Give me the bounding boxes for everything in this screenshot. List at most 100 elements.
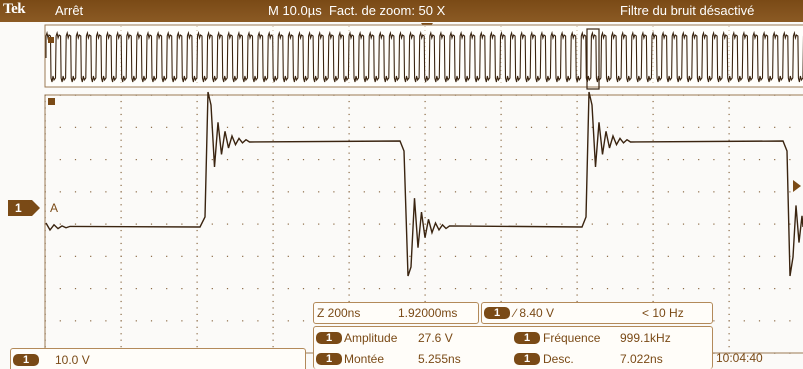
graticule-dot bbox=[394, 288, 396, 290]
graticule-dot bbox=[120, 236, 122, 238]
graticule-dot bbox=[272, 113, 274, 116]
graticule-dot bbox=[728, 113, 730, 116]
graticule-dot bbox=[485, 126, 487, 128]
graticule-dot bbox=[500, 255, 502, 257]
graticule-dot bbox=[500, 229, 502, 232]
graticule-dot bbox=[439, 288, 441, 290]
graticule-dot bbox=[682, 159, 685, 161]
graticule-dot bbox=[120, 178, 122, 180]
graticule-dot bbox=[637, 159, 639, 161]
graticule-dot bbox=[166, 159, 168, 161]
graticule-dot bbox=[348, 236, 350, 238]
graticule-dot bbox=[74, 255, 77, 257]
graticule-dot bbox=[652, 300, 654, 303]
graticule-dot bbox=[774, 223, 776, 225]
graticule-dot bbox=[135, 288, 137, 290]
graticule-dot bbox=[561, 94, 563, 96]
graticule-dot bbox=[606, 94, 609, 96]
graticule-dot bbox=[500, 139, 502, 141]
graticule-dot bbox=[120, 300, 122, 303]
graticule-dot bbox=[713, 191, 715, 193]
graticule-dot bbox=[272, 300, 274, 303]
graticule-dot bbox=[576, 229, 578, 232]
graticule-dot bbox=[44, 249, 46, 251]
brand-logo: Tek bbox=[3, 1, 26, 17]
graticule-dot bbox=[515, 191, 517, 193]
fall-time-value: 7.022ns bbox=[620, 352, 663, 366]
graticule-dot bbox=[120, 288, 122, 290]
graticule-dot bbox=[652, 113, 654, 116]
graticule-dot bbox=[44, 133, 46, 135]
graticule-dot bbox=[135, 191, 137, 193]
graticule-dot bbox=[272, 249, 274, 251]
graticule-dot bbox=[272, 307, 274, 309]
graticule-dot bbox=[211, 191, 213, 193]
graticule-dot bbox=[728, 107, 730, 109]
graticule-dot bbox=[348, 171, 350, 174]
graticule-dot bbox=[44, 255, 46, 257]
graticule-dot bbox=[652, 275, 654, 277]
graticule-dot bbox=[196, 146, 198, 148]
status-bar: Tek Arrêt M 10.0µs Fact. de zoom: 50 X F… bbox=[0, 0, 803, 22]
graticule-dot bbox=[789, 223, 791, 225]
graticule-dot bbox=[348, 107, 350, 109]
graticule-dot bbox=[561, 126, 563, 128]
graticule-dot bbox=[500, 120, 502, 122]
graticule-dot bbox=[576, 178, 578, 180]
graticule-dot bbox=[196, 307, 198, 309]
graticule-dot bbox=[120, 268, 122, 270]
graticule-dot bbox=[424, 159, 426, 161]
graticule-dot bbox=[591, 94, 593, 96]
graticule-dot bbox=[272, 217, 274, 219]
graticule-dot bbox=[348, 197, 350, 199]
graticule-dot bbox=[758, 223, 761, 225]
graticule-dot bbox=[272, 139, 274, 141]
graticule-dot bbox=[44, 281, 46, 283]
graticule-dot bbox=[272, 120, 274, 122]
graticule-dot bbox=[530, 126, 533, 128]
graticule-dot bbox=[120, 159, 122, 161]
graticule-dot bbox=[226, 94, 229, 96]
graticule-dot bbox=[120, 133, 122, 135]
graticule-dot bbox=[667, 191, 669, 193]
graticule-dot bbox=[439, 255, 441, 257]
graticule-dot bbox=[348, 120, 350, 122]
graticule-dot bbox=[348, 210, 350, 212]
graticule-dot bbox=[226, 191, 229, 193]
graticule-dot bbox=[181, 288, 183, 290]
graticule-dot bbox=[348, 133, 350, 135]
graticule-dot bbox=[758, 255, 761, 257]
graticule-dot bbox=[713, 159, 715, 161]
graticule-dot bbox=[424, 184, 426, 186]
graticule-dot bbox=[44, 152, 46, 154]
graticule-dot bbox=[74, 159, 77, 161]
graticule-dot bbox=[500, 262, 502, 264]
graticule-dot bbox=[135, 223, 137, 225]
graticule-dot bbox=[272, 288, 274, 290]
clock-readout: 10:04:40 bbox=[716, 351, 763, 365]
graticule-dot bbox=[591, 255, 593, 257]
graticule-dot bbox=[257, 126, 259, 128]
graticule-dot bbox=[196, 210, 198, 212]
trigger-level: ∕ 8.40 V bbox=[514, 306, 555, 320]
graticule-dot bbox=[652, 236, 654, 238]
graticule-dot bbox=[44, 217, 46, 219]
graticule-dot bbox=[485, 191, 487, 193]
graticule-dot bbox=[120, 120, 122, 122]
graticule-dot bbox=[728, 300, 730, 303]
graticule-dot bbox=[682, 223, 685, 225]
graticule-dot bbox=[561, 159, 563, 161]
graticule-dot bbox=[485, 288, 487, 290]
graticule-dot bbox=[348, 294, 350, 296]
meas-channel-chip: 1 bbox=[316, 332, 342, 344]
graticule-dot bbox=[348, 300, 350, 303]
graticule-dot bbox=[90, 320, 92, 322]
graticule-dot bbox=[196, 281, 198, 283]
right-edge-marker bbox=[793, 180, 801, 192]
graticule-dot bbox=[424, 294, 426, 296]
graticule-dot bbox=[196, 113, 198, 116]
graticule-dot bbox=[500, 236, 502, 238]
graticule-dot bbox=[728, 217, 730, 219]
graticule-dot bbox=[272, 159, 274, 161]
graticule-dot bbox=[728, 307, 730, 309]
